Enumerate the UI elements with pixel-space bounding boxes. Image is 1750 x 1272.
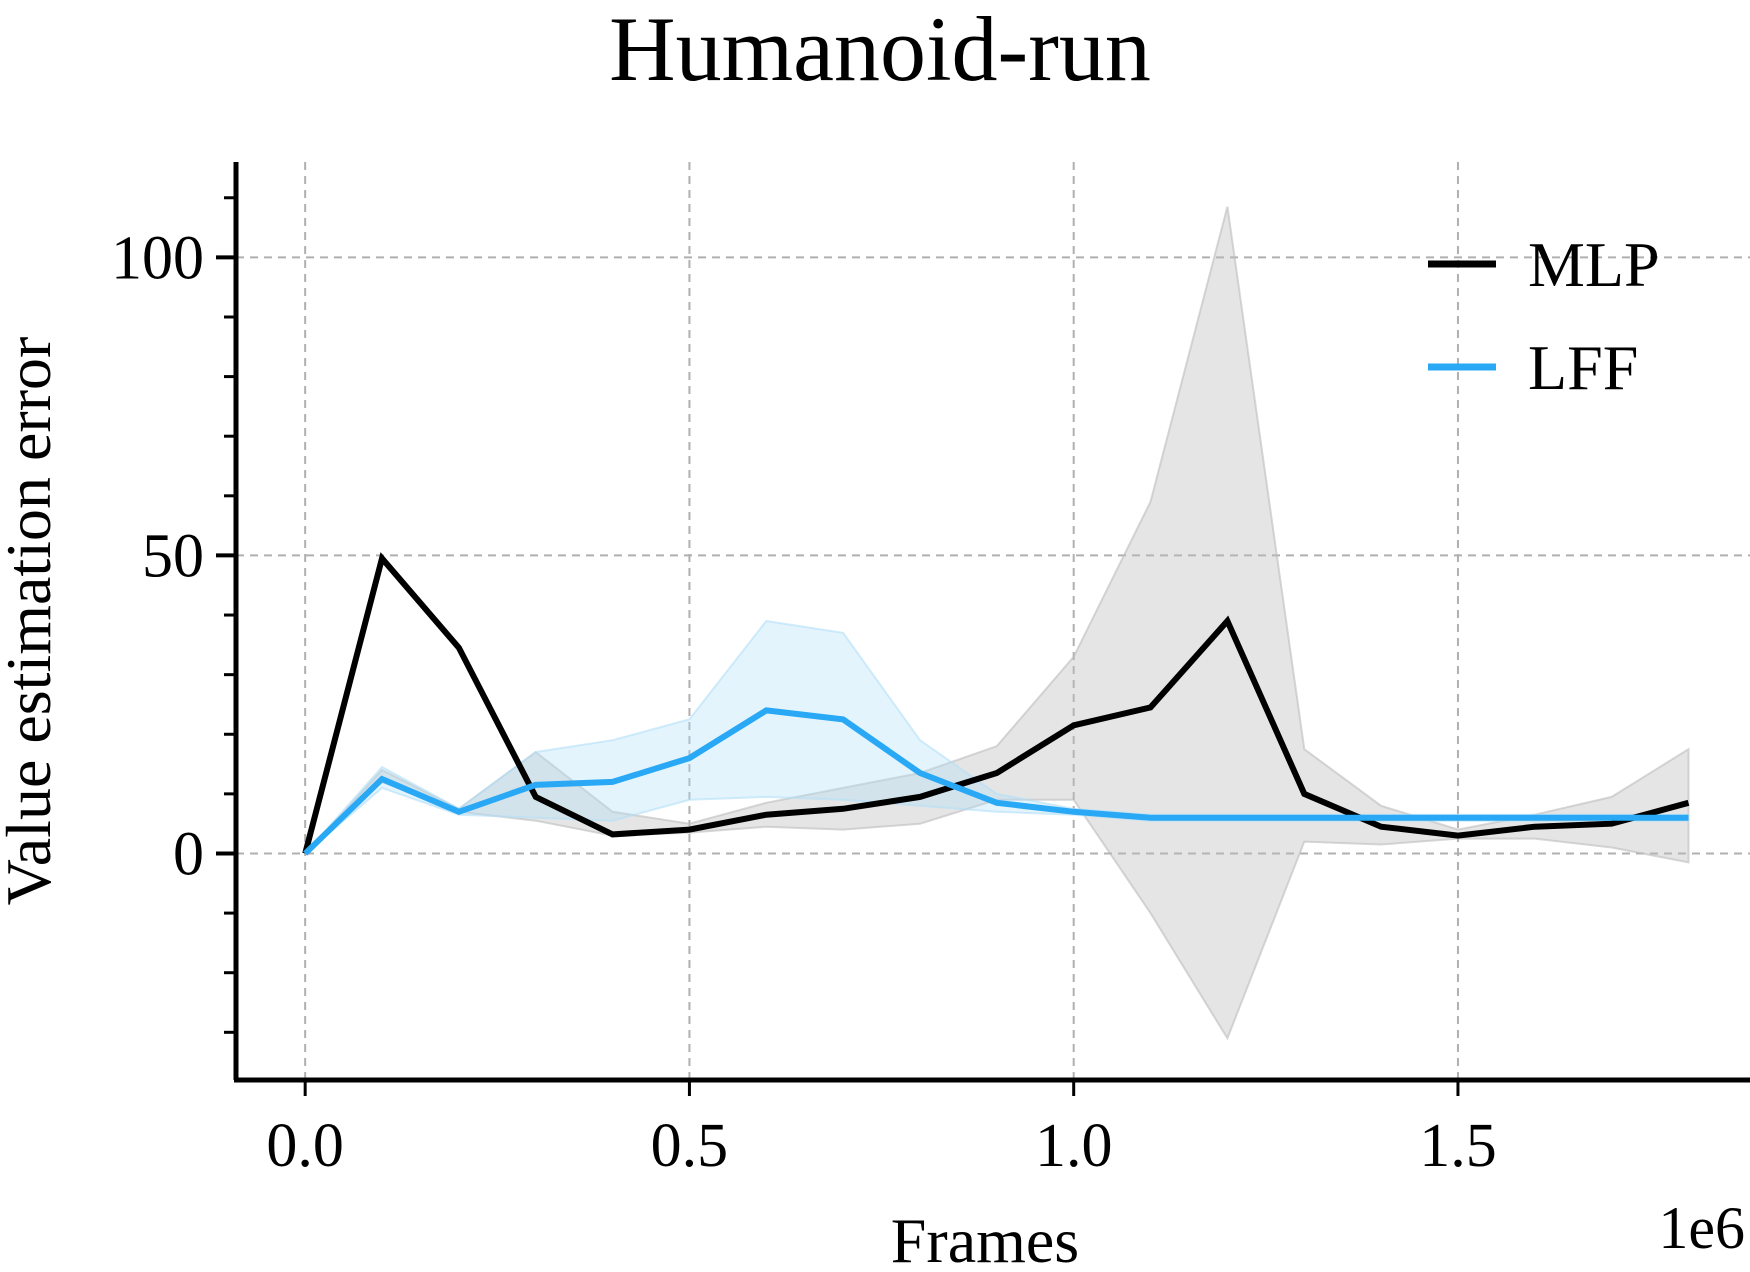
x-tick-label: 1.0 bbox=[1035, 1112, 1113, 1180]
mlp-error-band bbox=[304, 206, 1690, 1041]
axis-ticks: 0.0 0.5 1.0 1.5 0 50 100 bbox=[111, 196, 1497, 1180]
grid bbox=[236, 162, 1750, 1080]
legend-label-lff: LFF bbox=[1528, 332, 1638, 403]
mlp-line bbox=[302, 552, 1690, 855]
chart-title: Humanoid-run bbox=[609, 0, 1151, 100]
x-axis-label: Frames bbox=[891, 1205, 1079, 1272]
x-tick-label: 0.0 bbox=[266, 1112, 344, 1180]
x-axis-offset-text: 1e6 bbox=[1658, 1195, 1745, 1261]
error-bands bbox=[304, 206, 1690, 1041]
lff-line bbox=[303, 707, 1689, 856]
legend: MLP LFF bbox=[1428, 229, 1660, 403]
legend-label-mlp: MLP bbox=[1528, 229, 1660, 300]
series-lines bbox=[302, 552, 1690, 856]
y-tick-label: 0 bbox=[173, 820, 204, 888]
y-axis-label: Value estimation error bbox=[0, 337, 64, 906]
x-tick-label: 1.5 bbox=[1419, 1112, 1497, 1180]
x-tick-label: 0.5 bbox=[651, 1112, 729, 1180]
y-tick-label: 100 bbox=[111, 224, 204, 292]
y-tick-label: 50 bbox=[142, 522, 204, 590]
